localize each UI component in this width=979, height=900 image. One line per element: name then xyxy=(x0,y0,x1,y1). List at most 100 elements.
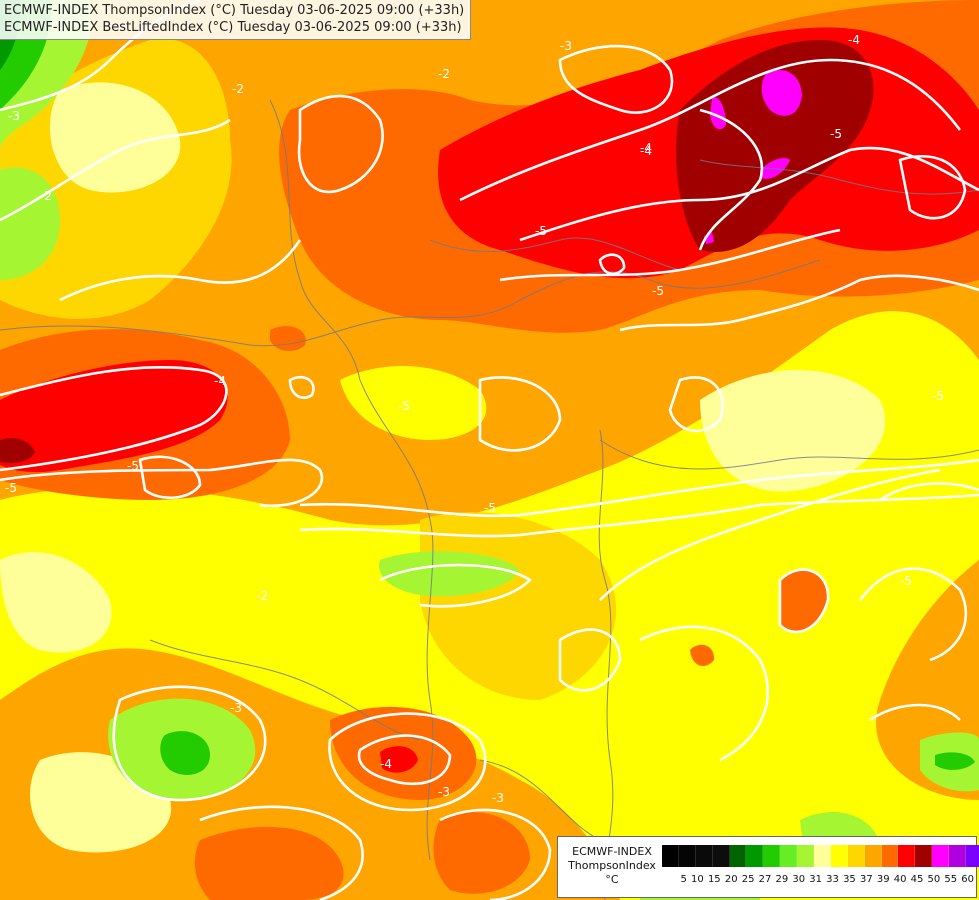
title-line-best-lifted-index: ECMWF-INDEX BestLiftedIndex (°C) Tuesday… xyxy=(4,20,462,35)
legend-caption: ECMWF-INDEX ThompsonIndex °C xyxy=(566,845,658,887)
isoline xyxy=(138,455,202,500)
contour-label: -2 xyxy=(438,67,450,81)
contour-label: -3 xyxy=(8,109,20,123)
legend-tick-label: 35 xyxy=(843,874,856,885)
isoline xyxy=(599,468,941,601)
contour-label: -5 xyxy=(932,389,944,403)
legend-tick-label: 50 xyxy=(927,874,941,885)
legend-swatch xyxy=(915,845,933,867)
legend-swatch xyxy=(662,845,679,867)
index-zone-pale-west xyxy=(0,552,112,653)
legend-swatch xyxy=(780,845,798,867)
legend-swatch xyxy=(830,845,848,867)
isoline xyxy=(478,376,562,452)
isoline xyxy=(598,253,626,276)
legend-swatch xyxy=(881,845,899,867)
contour-label: -3 xyxy=(560,39,572,53)
contour-label: -3 xyxy=(230,701,242,715)
isoline xyxy=(299,458,979,518)
isoline xyxy=(0,118,231,222)
isoline xyxy=(869,703,961,722)
legend-tick-label: 5 xyxy=(680,874,687,885)
isoline xyxy=(558,44,674,114)
contour-label: -5 xyxy=(900,574,912,588)
legend-swatch xyxy=(695,845,713,867)
contour-label: -4 xyxy=(848,33,860,47)
legend-tick-label: 31 xyxy=(809,874,823,885)
border-line xyxy=(598,429,614,900)
contour-label: -2 xyxy=(232,82,244,96)
legend-tick-label: 25 xyxy=(741,874,755,885)
border-line xyxy=(699,159,979,195)
isoline xyxy=(668,376,724,433)
contour-label: -2 xyxy=(40,189,52,203)
index-zone-pale-east xyxy=(700,370,886,492)
isoline xyxy=(698,108,764,251)
legend-tick-label: 39 xyxy=(876,874,890,885)
legend-param: ThompsonIndex xyxy=(568,859,656,872)
legend-tick-label: 45 xyxy=(910,874,924,885)
isoline xyxy=(299,493,979,538)
contour-label: -4 xyxy=(640,141,652,155)
legend-swatch xyxy=(746,845,764,867)
isoline xyxy=(297,94,384,194)
contour-label: -5 xyxy=(484,501,496,515)
contour-label: -3 xyxy=(438,785,450,799)
legend-swatch xyxy=(678,845,696,867)
legend-swatch xyxy=(932,845,950,867)
contour-label: -5 xyxy=(830,127,842,141)
legend-tick-label: 37 xyxy=(859,874,873,885)
legend-swatch xyxy=(864,845,882,867)
index-zone-bright-green-southwest xyxy=(160,731,210,775)
index-zone-magenta-1 xyxy=(761,70,802,116)
isoline xyxy=(288,375,315,400)
isoline xyxy=(519,146,979,242)
contour-label: -5 xyxy=(535,224,547,238)
index-zone-pale-northwest xyxy=(50,82,181,193)
isoline xyxy=(59,239,302,302)
isoline xyxy=(619,274,979,332)
isoline xyxy=(199,805,364,900)
contour-label: -4 xyxy=(640,144,652,158)
legend-tick-label: 33 xyxy=(826,874,839,885)
index-zone-bright-green-southeast xyxy=(935,752,975,770)
legend-tick-label: 20 xyxy=(724,874,738,885)
index-zone-red-south xyxy=(380,746,418,773)
legend-model: ECMWF-INDEX xyxy=(572,845,652,858)
map-title-box: ECMWF-INDEX ThompsonIndex (°C) Tuesday 0… xyxy=(0,0,472,40)
legend-tick-label: 40 xyxy=(893,874,907,885)
legend-swatch xyxy=(797,845,815,867)
index-zone-orange-south2 xyxy=(433,812,530,894)
legend-tick-label: 15 xyxy=(707,874,721,885)
index-zone-orange-east2 xyxy=(690,644,715,666)
contour-label: -5 xyxy=(652,284,664,298)
legend-swatch xyxy=(763,845,781,867)
isoline xyxy=(879,482,979,502)
isoline xyxy=(357,734,452,786)
contour-label: -5 xyxy=(5,481,17,495)
legend-swatch xyxy=(966,845,979,867)
isoline xyxy=(499,228,841,282)
isoline xyxy=(0,458,324,508)
title-line-thompson-index: ECMWF-INDEX ThompsonIndex (°C) Tuesday 0… xyxy=(4,3,465,18)
border-line xyxy=(149,639,421,741)
legend-swatch xyxy=(898,845,916,867)
border-line xyxy=(0,259,821,347)
index-zone-darkred-west xyxy=(0,438,35,464)
legend-ticks: 5 10 15 20 25 27 29 30 31 33 35 37 39 40 45 50 55 60 xyxy=(662,874,979,885)
contour-label: -4 xyxy=(214,374,226,388)
isoline xyxy=(558,628,622,692)
index-zone-orange-southwest xyxy=(194,826,344,900)
color-legend: ECMWF-INDEX ThompsonIndex °C 5 10 15 20 25 27… xyxy=(557,836,979,898)
legend-swatch xyxy=(729,845,747,867)
isoline xyxy=(778,568,830,634)
isoline xyxy=(112,685,267,802)
contour-label: -2 xyxy=(256,589,268,603)
index-zone-green-central xyxy=(379,551,520,597)
legend-tick-label: 55 xyxy=(944,874,958,885)
contour-label: -5 xyxy=(398,399,410,413)
isoline xyxy=(0,366,228,472)
legend-tick-label: 10 xyxy=(691,874,704,885)
